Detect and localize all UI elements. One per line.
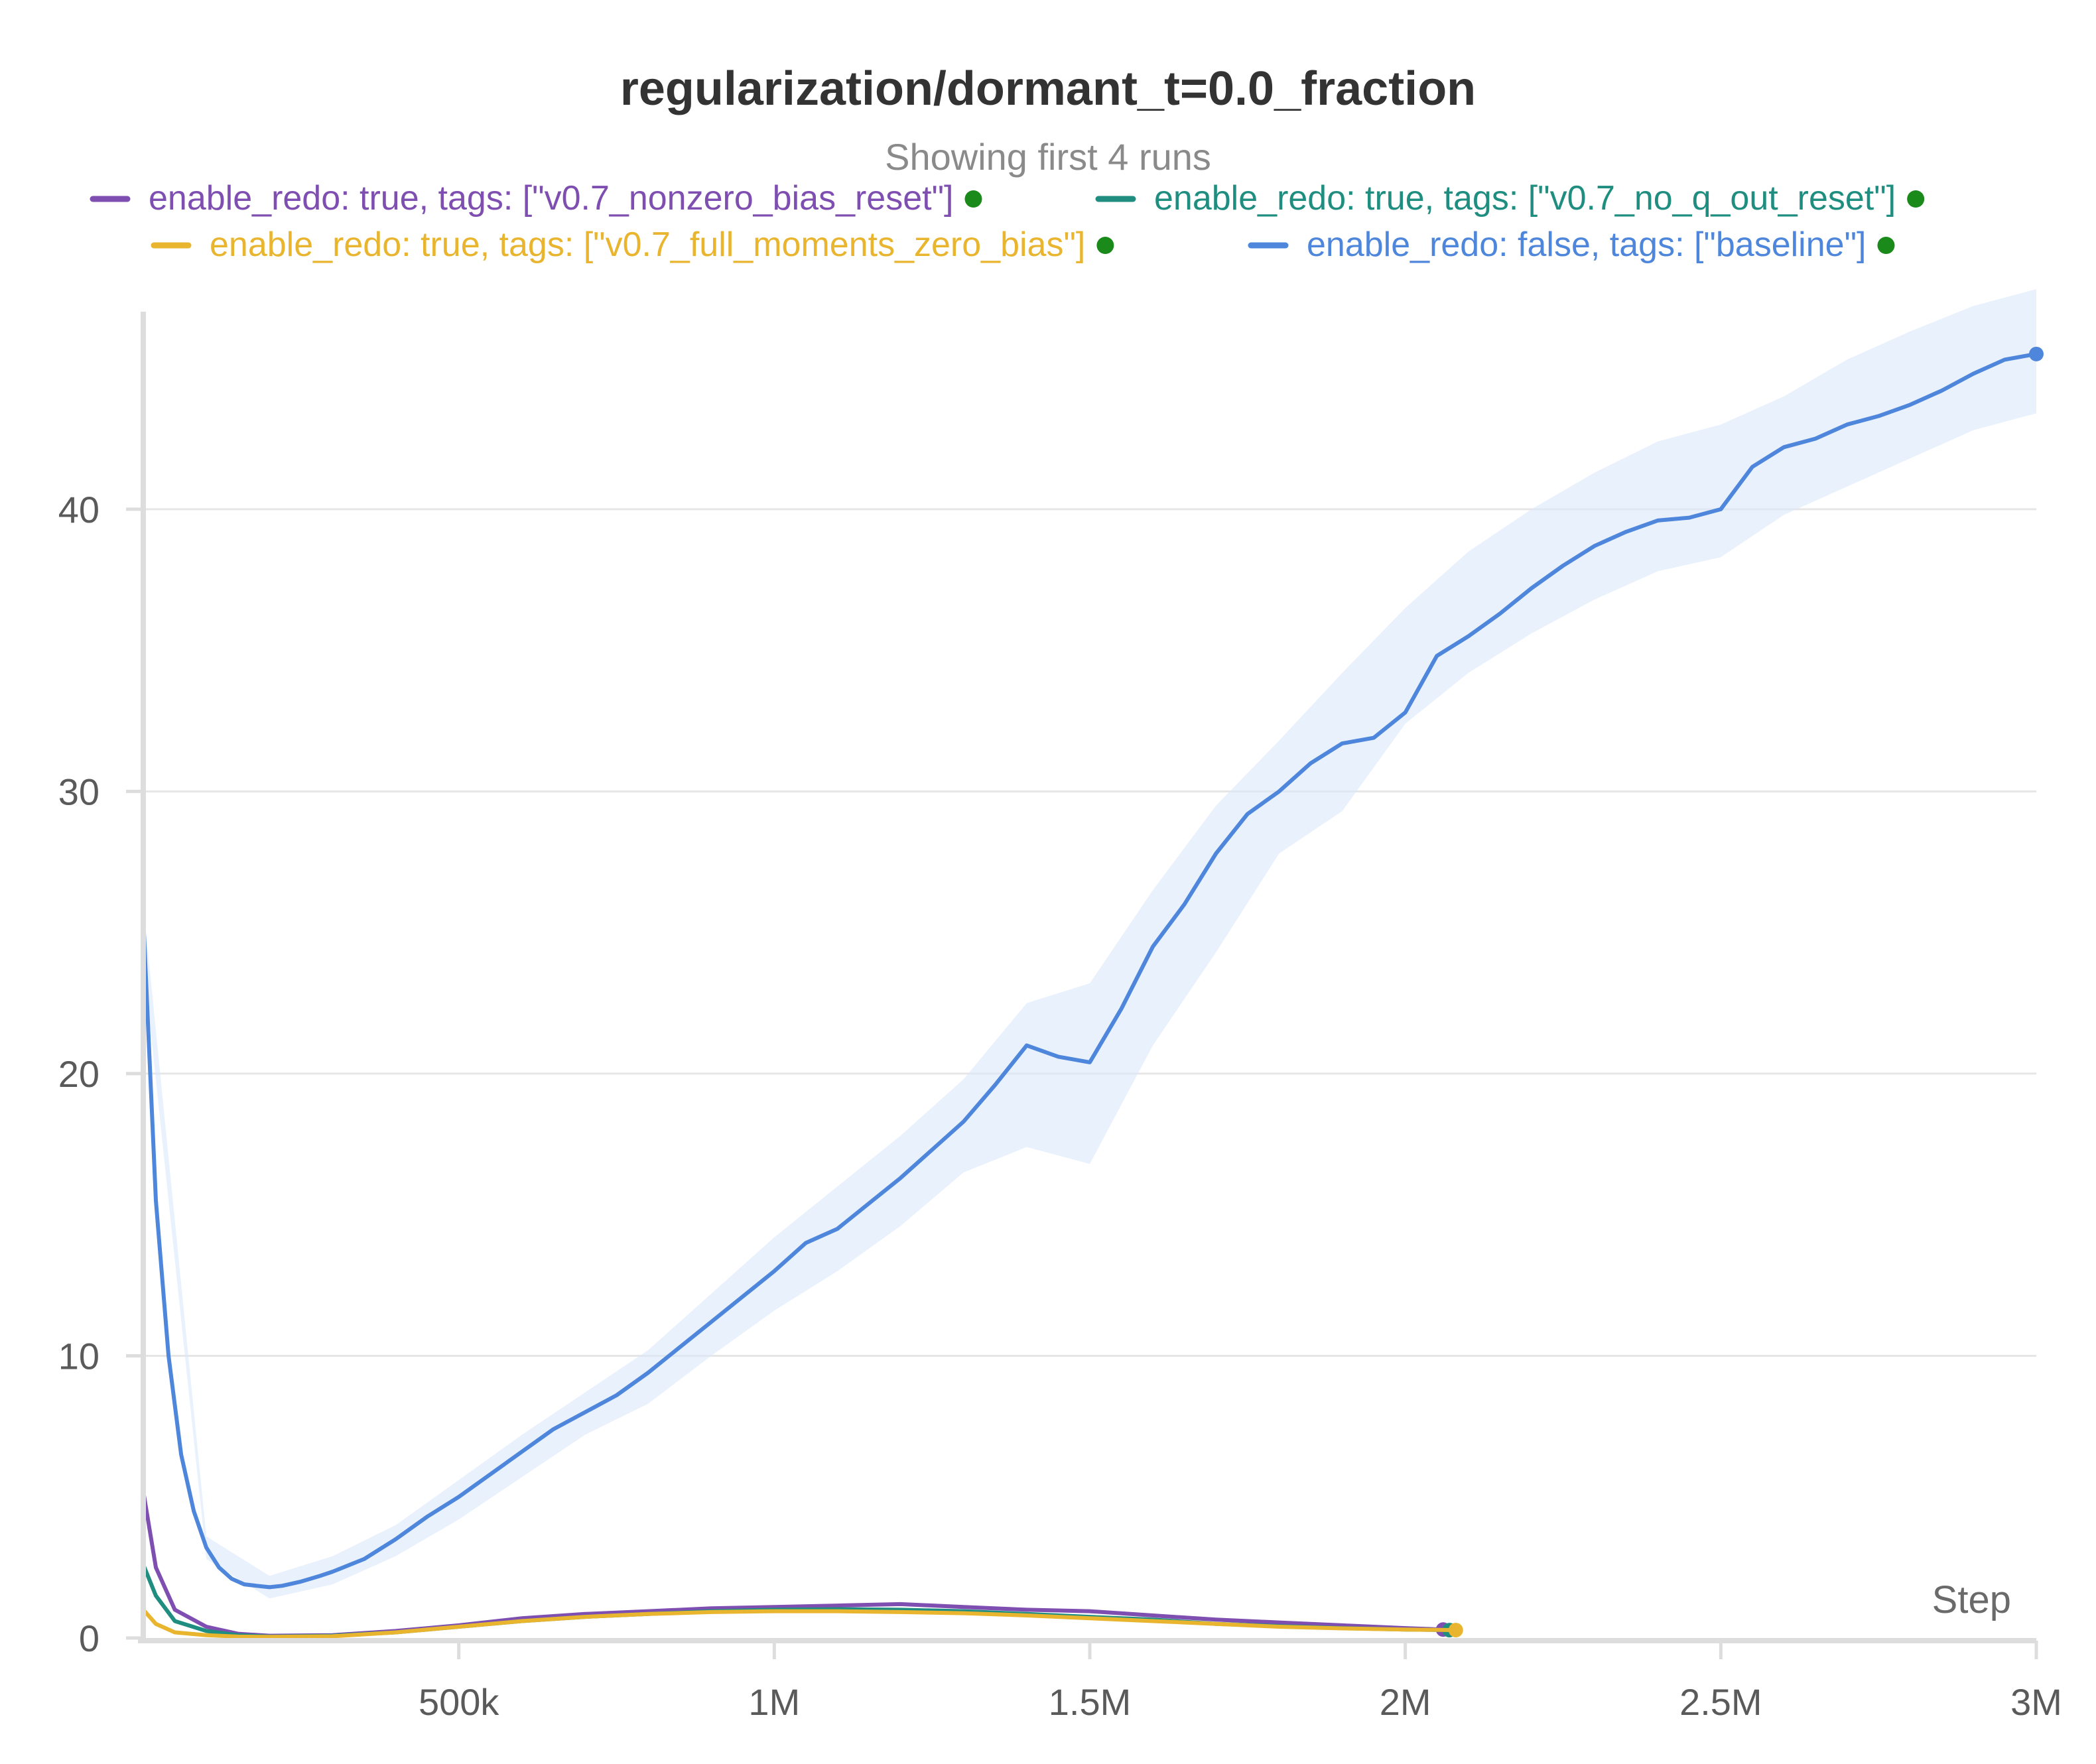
y-tick-label-3: 30 bbox=[58, 771, 99, 812]
series-end-point-2 bbox=[1448, 1623, 1463, 1638]
x-tick-label-0: 500k bbox=[419, 1681, 499, 1723]
y-tick-label-2: 20 bbox=[58, 1053, 99, 1095]
legend[interactable]: enable_redo: true, tags: ["v0.7_nonzero_… bbox=[90, 179, 1925, 264]
x-axis-title: Step bbox=[1932, 1578, 2011, 1621]
x-tick-label-3: 2M bbox=[1380, 1681, 1431, 1723]
y-tick-label-0: 0 bbox=[79, 1617, 99, 1659]
legend-status-dot-3 bbox=[1877, 237, 1895, 254]
chart-subtitle: Showing first 4 runs bbox=[885, 136, 1211, 178]
x-tick-label-2: 1.5M bbox=[1049, 1681, 1132, 1723]
series-line-3 bbox=[141, 351, 2038, 1590]
series-lines bbox=[141, 346, 2044, 1639]
legend-label-1: enable_redo: true, tags: ["v0.7_no_q_out… bbox=[1154, 179, 1896, 218]
axes bbox=[126, 312, 2038, 1659]
tick-labels: 0 10 20 30 40 500k 1M 1.5M 2M 2.5M 3M bbox=[58, 489, 2062, 1723]
x-tick-label-4: 2.5M bbox=[1679, 1681, 1762, 1723]
legend-label-0: enable_redo: true, tags: ["v0.7_nonzero_… bbox=[149, 179, 954, 218]
legend-label-2: enable_redo: true, tags: ["v0.7_full_mom… bbox=[210, 225, 1085, 264]
legend-item-0[interactable]: enable_redo: true, tags: ["v0.7_nonzero_… bbox=[90, 179, 982, 218]
series-end-point-3 bbox=[2029, 346, 2044, 361]
y-tick-label-4: 40 bbox=[58, 489, 99, 531]
chart-title: regularization/dormant_t=0.0_fraction bbox=[620, 62, 1476, 115]
series-line-2 bbox=[141, 1607, 1458, 1639]
legend-status-dot-1 bbox=[1907, 190, 1925, 208]
baseline-band-area bbox=[143, 289, 2036, 1599]
legend-item-2[interactable]: enable_redo: true, tags: ["v0.7_full_mom… bbox=[151, 225, 1114, 264]
legend-item-3[interactable]: enable_redo: false, tags: ["baseline"] bbox=[1248, 225, 1895, 264]
x-tick-label-1: 1M bbox=[748, 1681, 800, 1723]
y-tick-label-1: 10 bbox=[58, 1335, 99, 1377]
baseline-confidence-band bbox=[143, 289, 2036, 1599]
legend-status-dot-0 bbox=[964, 190, 982, 208]
legend-item-1[interactable]: enable_redo: true, tags: ["v0.7_no_q_out… bbox=[1095, 179, 1925, 218]
x-tick-label-5: 3M bbox=[2010, 1681, 2062, 1723]
legend-label-3: enable_redo: false, tags: ["baseline"] bbox=[1307, 225, 1866, 264]
legend-status-dot-2 bbox=[1096, 237, 1114, 254]
